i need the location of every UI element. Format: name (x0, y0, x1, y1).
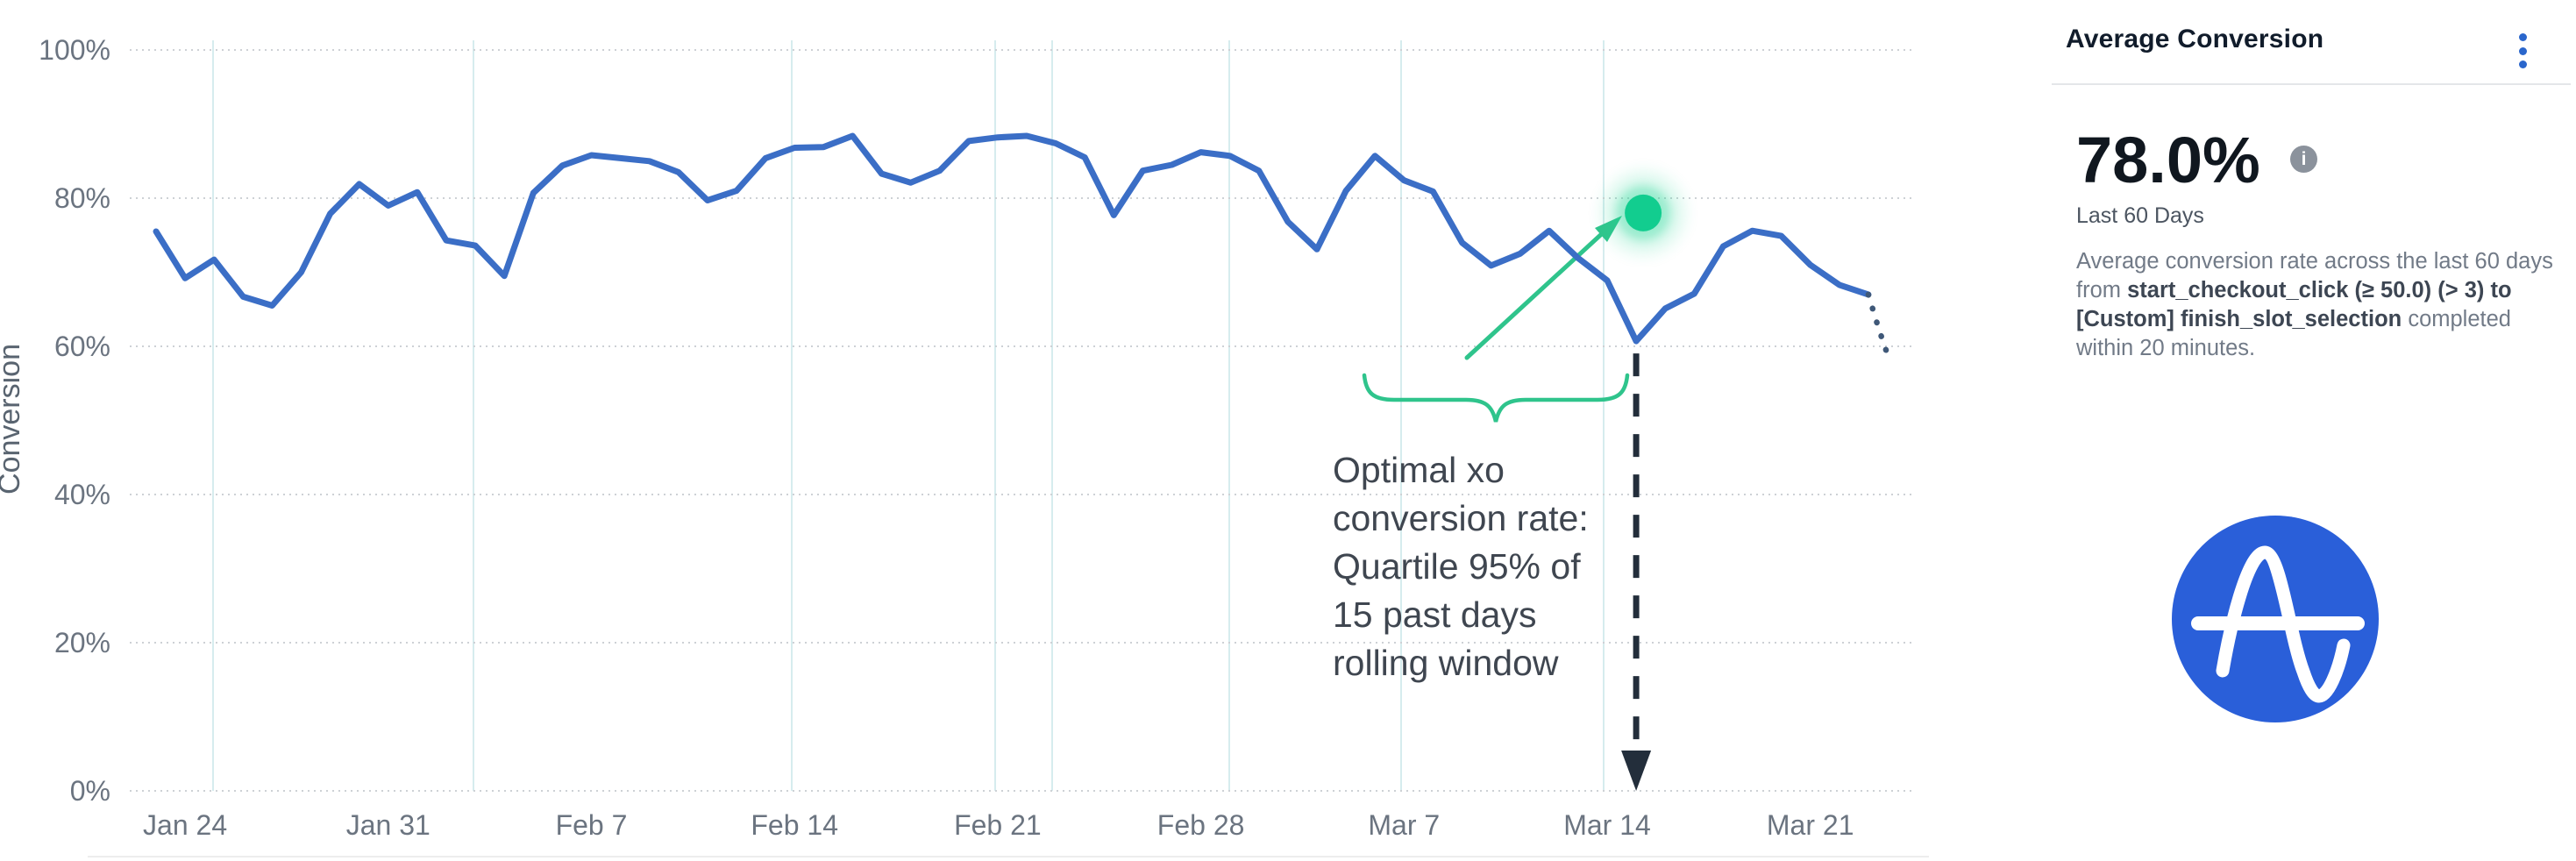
vertical-gridlines (212, 40, 1605, 791)
metric-period: Last 60 Days (2076, 203, 2204, 228)
x-tick-label: Feb 21 (954, 809, 1042, 841)
kebab-menu-icon[interactable] (2508, 32, 2537, 70)
x-axis-tick-labels: Jan 24 Jan 31 Feb 7 Feb 14 Feb 21 Feb 28 Mar 7… (143, 809, 1854, 841)
dashed-marker-arrow (1621, 353, 1652, 791)
x-tick-label: Feb 7 (556, 809, 628, 841)
amplitude-logo-icon (2172, 516, 2379, 722)
y-axis-tick-labels: 100% 80% 60% 40% 20% 0% (39, 34, 110, 807)
green-arrow-line (1464, 227, 1609, 360)
metric-description: Average conversion rate across the last … (2076, 249, 2553, 360)
conversion-line (153, 132, 1872, 345)
metric-value: 78.0% (2076, 124, 2260, 196)
x-tick-label: Mar 21 (1767, 809, 1854, 841)
y-axis-title: Conversion (0, 344, 26, 495)
x-tick-label: Jan 24 (143, 809, 227, 841)
x-tick-label: Jan 31 (346, 809, 431, 841)
kebab-dot (2518, 33, 2527, 41)
x-tick-label: Mar 14 (1563, 809, 1651, 841)
info-icon[interactable]: i (2290, 146, 2317, 173)
chart-annotation-text: Optimal xo conversion rate: Quartile 95%… (1333, 450, 1589, 683)
panel-title: Average Conversion (2066, 25, 2324, 53)
panel-divider (2052, 83, 2571, 85)
highlight-dot (1603, 172, 1684, 253)
conversion-chart: 100% 80% 60% 40% 20% 0% Jan 24 Jan 31 Feb 7 Feb … (0, 34, 1929, 857)
x-tick-label: Feb 28 (1157, 809, 1245, 841)
curly-brace (1362, 373, 1630, 423)
y-tick-label: 0% (70, 775, 110, 807)
projection-dotted-line (1865, 291, 1892, 360)
y-tick-label: 40% (54, 479, 110, 510)
x-tick-label: Mar 7 (1368, 809, 1440, 841)
y-tick-label: 80% (54, 182, 110, 214)
highlight-dot-core (1625, 194, 1662, 231)
kebab-dot (2518, 60, 2527, 68)
marker-arrowhead-icon (1621, 751, 1652, 791)
average-conversion-panel: Average Conversion 78.0% i Last 60 Days … (2052, 0, 2576, 861)
green-arrowhead-icon (1595, 216, 1622, 242)
x-tick-label: Feb 14 (751, 809, 838, 841)
y-tick-label: 20% (54, 627, 110, 658)
horizontal-gridlines (130, 49, 1916, 792)
y-tick-label: 60% (54, 331, 110, 362)
kebab-dot (2518, 46, 2527, 55)
y-tick-label: 100% (39, 34, 110, 66)
